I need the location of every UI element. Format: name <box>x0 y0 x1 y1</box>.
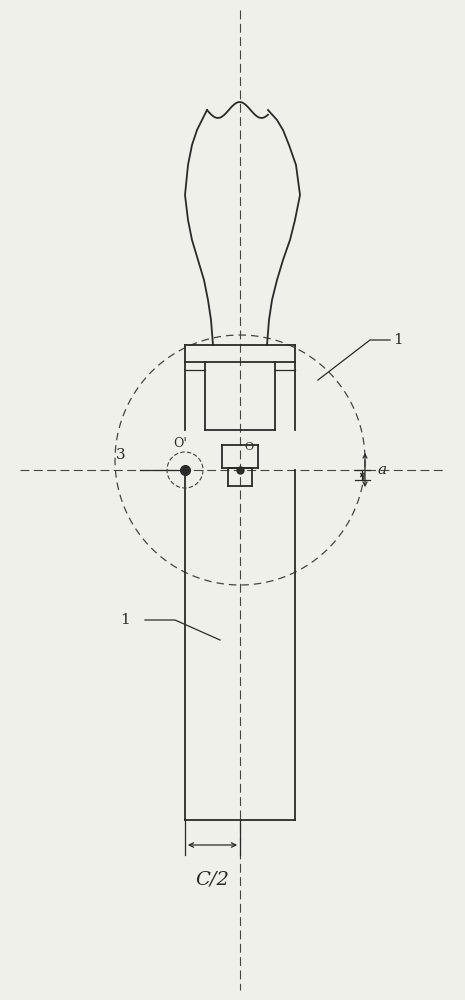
Text: O': O' <box>173 437 187 450</box>
Text: 1: 1 <box>393 333 403 347</box>
Text: C/2: C/2 <box>196 870 229 888</box>
Text: a: a <box>377 463 386 477</box>
Text: O: O <box>244 442 253 452</box>
Text: 1: 1 <box>120 613 130 627</box>
Text: 3: 3 <box>115 448 125 462</box>
